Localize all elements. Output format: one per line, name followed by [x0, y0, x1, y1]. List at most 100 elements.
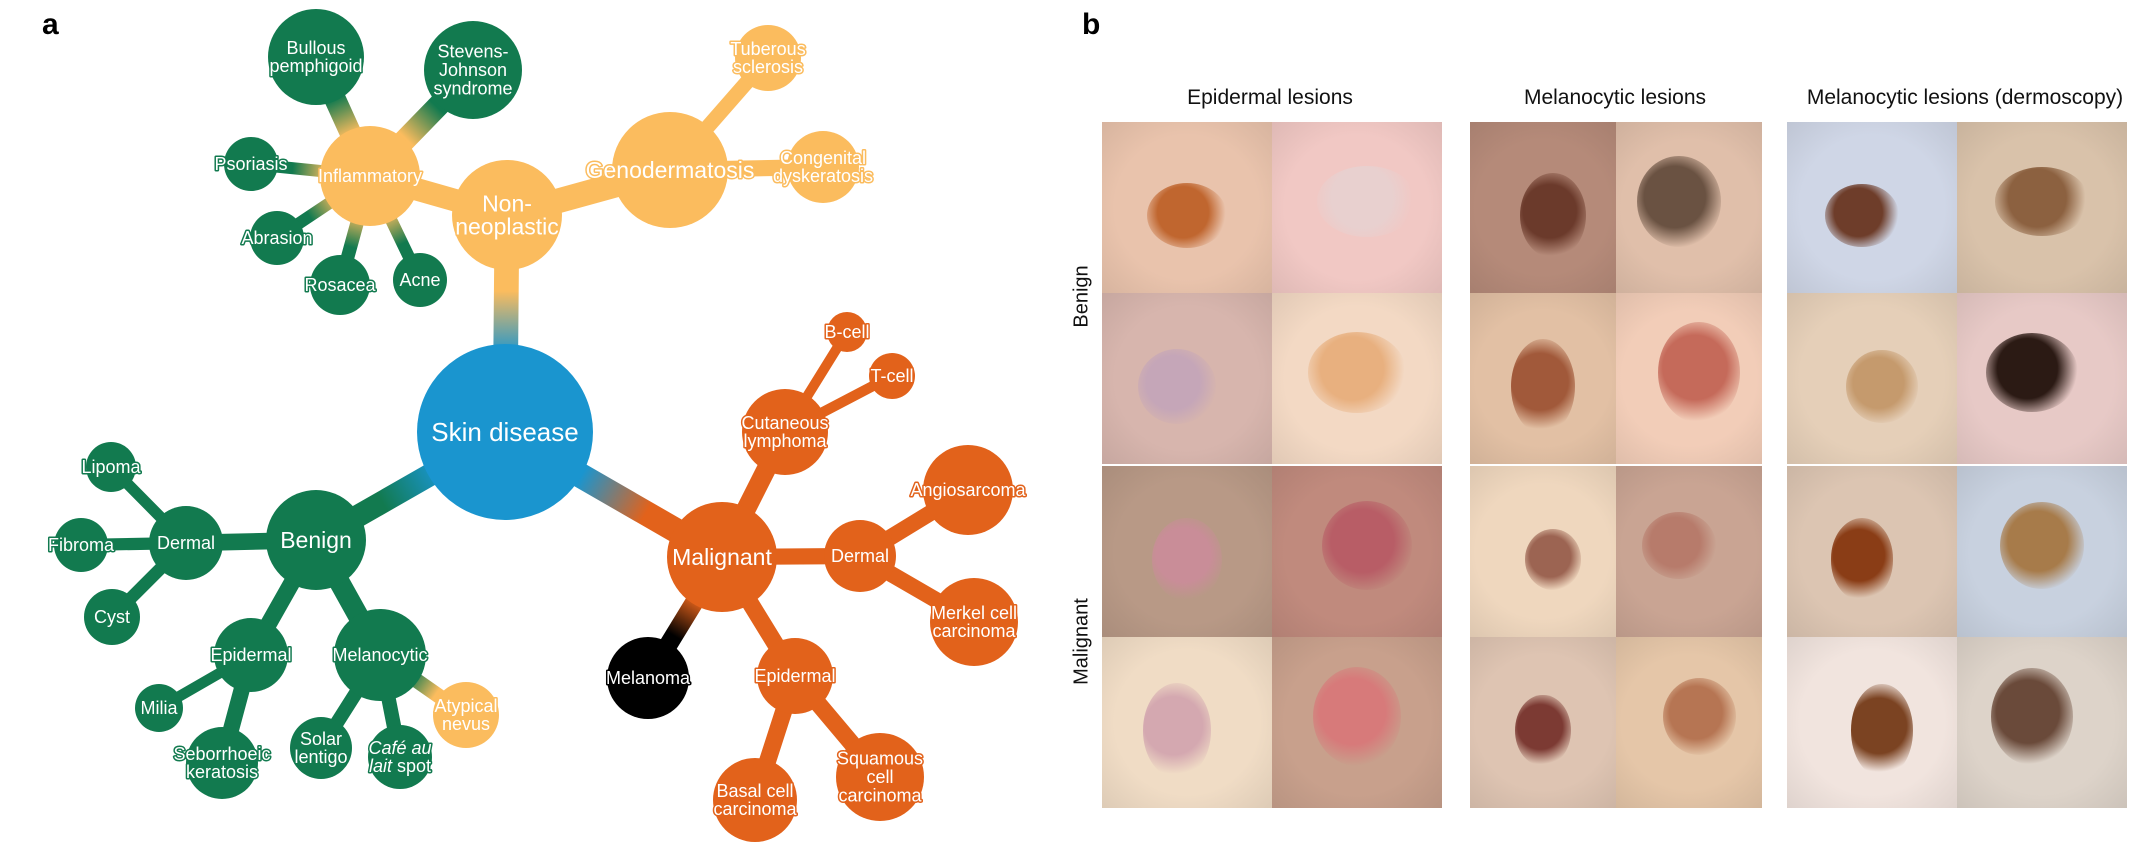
node-label-basal: Basal cell carcinoma: [713, 781, 797, 819]
lesion-spot: [1825, 183, 1899, 248]
node-circle-acne: [393, 253, 447, 307]
node-label-fibroma: Fibroma: [48, 535, 115, 555]
node-geno: Genodermatosis: [584, 112, 756, 228]
node-basal: Basal cell carcinoma: [712, 758, 799, 842]
node-label-melanocytic: Melanocytic: [332, 645, 427, 665]
node-epidermal_m: Epidermal: [753, 638, 837, 714]
lesion-image-10: [1957, 122, 2127, 293]
node-dermal_b: Dermal: [149, 506, 223, 580]
node-acne: Acne: [393, 253, 447, 307]
lesion-image-6: [1616, 122, 1762, 293]
node-angio: Angiosarcoma: [909, 445, 1028, 535]
node-root: Skin disease: [417, 344, 593, 520]
lesion-image-15: [1102, 637, 1272, 808]
node-circle-squamous: [836, 733, 924, 821]
node-circle-epidermal_m: [757, 638, 833, 714]
node-nonneo: Non-neoplastic: [452, 160, 562, 270]
node-label-epidermal_m: Epidermal: [754, 666, 835, 686]
node-label-benign: Benign: [280, 527, 352, 553]
node-label-cutaneous: Cutaneous lymphoma: [741, 413, 828, 451]
lesion-spot: [1986, 333, 2078, 412]
lesion-spot: [1991, 667, 2073, 766]
node-label-milia: Milia: [140, 698, 178, 718]
node-circle-dermal_b: [149, 506, 223, 580]
node-circle-angio: [923, 445, 1013, 535]
node-circle-epidermal_b: [214, 618, 288, 692]
node-label-acne: Acne: [399, 270, 440, 290]
node-label-psoriasis: Psoriasis: [214, 154, 287, 174]
lesion-image-9: [1787, 122, 1957, 293]
node-cutaneous: Cutaneous lymphoma: [740, 389, 830, 475]
node-label-inflam: Inflammatory: [318, 166, 422, 186]
node-melanocytic: Melanocytic: [331, 609, 429, 701]
node-abrasion: Abrasion: [240, 211, 314, 265]
node-circle-inflam: [320, 126, 420, 226]
node-label-bcell: B-cell: [824, 322, 869, 342]
lesion-spot: [1524, 528, 1582, 591]
node-lipoma: Lipoma: [80, 442, 143, 492]
lesion-image-13: [1102, 466, 1272, 637]
lesion-image-20: [1616, 637, 1762, 808]
node-cyst: Cyst: [84, 589, 140, 645]
node-label-seborrhoeic: Seborrhoeic keratosis: [173, 744, 270, 782]
node-label-geno: Genodermatosis: [586, 157, 755, 183]
node-circle-psoriasis: [224, 137, 278, 191]
lesion-spot: [1830, 518, 1894, 601]
node-seborrhoeic: Seborrhoeic keratosis: [172, 727, 272, 799]
node-circle-seborrhoeic: [186, 727, 258, 799]
node-rosacea: Rosacea: [303, 255, 378, 315]
lesion-spot: [1510, 338, 1576, 435]
node-circle-merkel: [930, 578, 1018, 666]
node-sjs: Stevens-Johnson syndrome: [424, 21, 522, 119]
node-circle-benign: [266, 490, 366, 590]
lesion-image-19: [1470, 637, 1616, 808]
node-circle-geno: [612, 112, 728, 228]
node-label-dermal_b: Dermal: [157, 533, 215, 553]
panel-letter-b: b: [1082, 8, 1101, 41]
row-label-benign: Benign: [1070, 265, 1093, 328]
node-congenital: Congenital dyskeratosis: [771, 131, 875, 203]
node-label-malignant: Malignant: [672, 544, 772, 570]
lesion-spot: [1143, 683, 1211, 778]
lesion-spot: [2000, 501, 2084, 590]
lesion-image-7: [1470, 293, 1616, 464]
node-label-angio: Angiosarcoma: [910, 480, 1026, 500]
lesion-spot: [1316, 166, 1418, 237]
row-label-malignant: Malignant: [1070, 598, 1093, 685]
node-label-epidermal_b: Epidermal: [210, 645, 291, 665]
lesion-image-22: [1957, 466, 2127, 637]
node-circle-congenital: [787, 131, 859, 203]
lesion-spot: [1312, 666, 1402, 767]
lesion-image-2: [1272, 122, 1442, 293]
node-label-root: Skin disease: [431, 417, 578, 447]
lesion-image-18: [1616, 466, 1762, 637]
lesion-spot: [1321, 501, 1413, 590]
node-label-abrasion: Abrasion: [241, 228, 312, 248]
taxonomy-tree: Skin disease Non-neoplastic Inflammatory Bu…: [46, 9, 1028, 842]
node-circle-melanocytic: [334, 609, 426, 701]
column-header-epidermal: Epidermal lesions: [1187, 86, 1353, 109]
node-circle-dermal_m: [824, 520, 896, 592]
node-tuberous: Tuberous sclerosis: [729, 25, 807, 91]
node-circle-cutaneous: [742, 389, 828, 475]
node-label-nonneo: Non-neoplastic: [455, 190, 559, 239]
lesion-image-23: [1787, 637, 1957, 808]
panel-letter-a: a: [42, 8, 59, 41]
node-cafe: Café au lait spot: [367, 725, 433, 789]
node-circle-malignant: [667, 502, 777, 612]
node-circle-rosacea: [310, 255, 370, 315]
node-circle-lipoma: [86, 442, 136, 492]
node-psoriasis: Psoriasis: [213, 137, 289, 191]
lesion-image-1: [1102, 122, 1272, 293]
lesion-spot: [1137, 348, 1217, 425]
node-circle-bullous: [268, 9, 364, 105]
node-label-squamous: Squamous cell carcinoma: [837, 749, 923, 806]
node-circle-abrasion: [250, 211, 304, 265]
node-label-rosacea: Rosacea: [304, 275, 376, 295]
column-header-dermoscopy: Melanocytic lesions (dermoscopy): [1806, 86, 2124, 109]
column-header-melanocytic: Melanocytic lesions: [1523, 86, 1707, 109]
node-circle-bcell: [827, 312, 867, 352]
node-circle-cafe: [368, 725, 432, 789]
lesion-spot: [1515, 694, 1571, 767]
node-squamous: Squamous cell carcinoma: [835, 733, 925, 821]
